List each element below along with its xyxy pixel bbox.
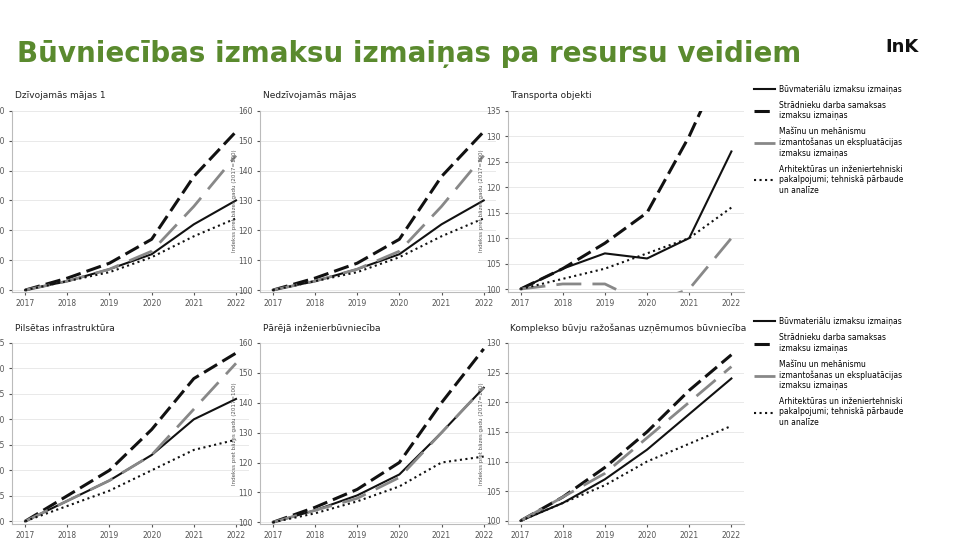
Text: Transporta objekti: Transporta objekti bbox=[511, 91, 592, 100]
Y-axis label: Indekss pret bāzes gadu (2017=100): Indekss pret bāzes gadu (2017=100) bbox=[479, 150, 485, 253]
Text: Pārējā inženierbūvniecība: Pārējā inženierbūvniecība bbox=[262, 323, 380, 333]
Y-axis label: Indekss pret bāzes gadu (2017=100): Indekss pret bāzes gadu (2017=100) bbox=[231, 150, 237, 253]
Text: Pilsētas infrastruktūra: Pilsētas infrastruktūra bbox=[14, 323, 114, 333]
Text: InK: InK bbox=[886, 38, 919, 56]
Text: Nedzīvojamās mājas: Nedzīvojamās mājas bbox=[262, 91, 356, 100]
Y-axis label: Indekss pret bāzes gadu (2017=100): Indekss pret bāzes gadu (2017=100) bbox=[231, 382, 237, 485]
Legend: Būvmateriālu izmaksu izmaiņas, Strādnieku darba samaksas
izmaksu izmaiņas, Mašīn: Būvmateriālu izmaksu izmaiņas, Strādniek… bbox=[754, 317, 903, 427]
Text: Komplekso būvju ražošanas uzņēmumos būvniecība: Komplekso būvju ražošanas uzņēmumos būvn… bbox=[511, 323, 747, 333]
Y-axis label: Indekss pret bāzes gadu (2017=100): Indekss pret bāzes gadu (2017=100) bbox=[479, 382, 485, 485]
Text: Dzīvojamās mājas 1: Dzīvojamās mājas 1 bbox=[14, 91, 106, 100]
Legend: Būvmateriālu izmaksu izmaiņas, Strādnieku darba samaksas
izmaksu izmaiņas, Mašīn: Būvmateriālu izmaksu izmaiņas, Strādniek… bbox=[754, 85, 903, 194]
Text: Būvniecības izmaksu izmaiņas pa resursu veidiem: Būvniecības izmaksu izmaiņas pa resursu … bbox=[17, 40, 802, 68]
